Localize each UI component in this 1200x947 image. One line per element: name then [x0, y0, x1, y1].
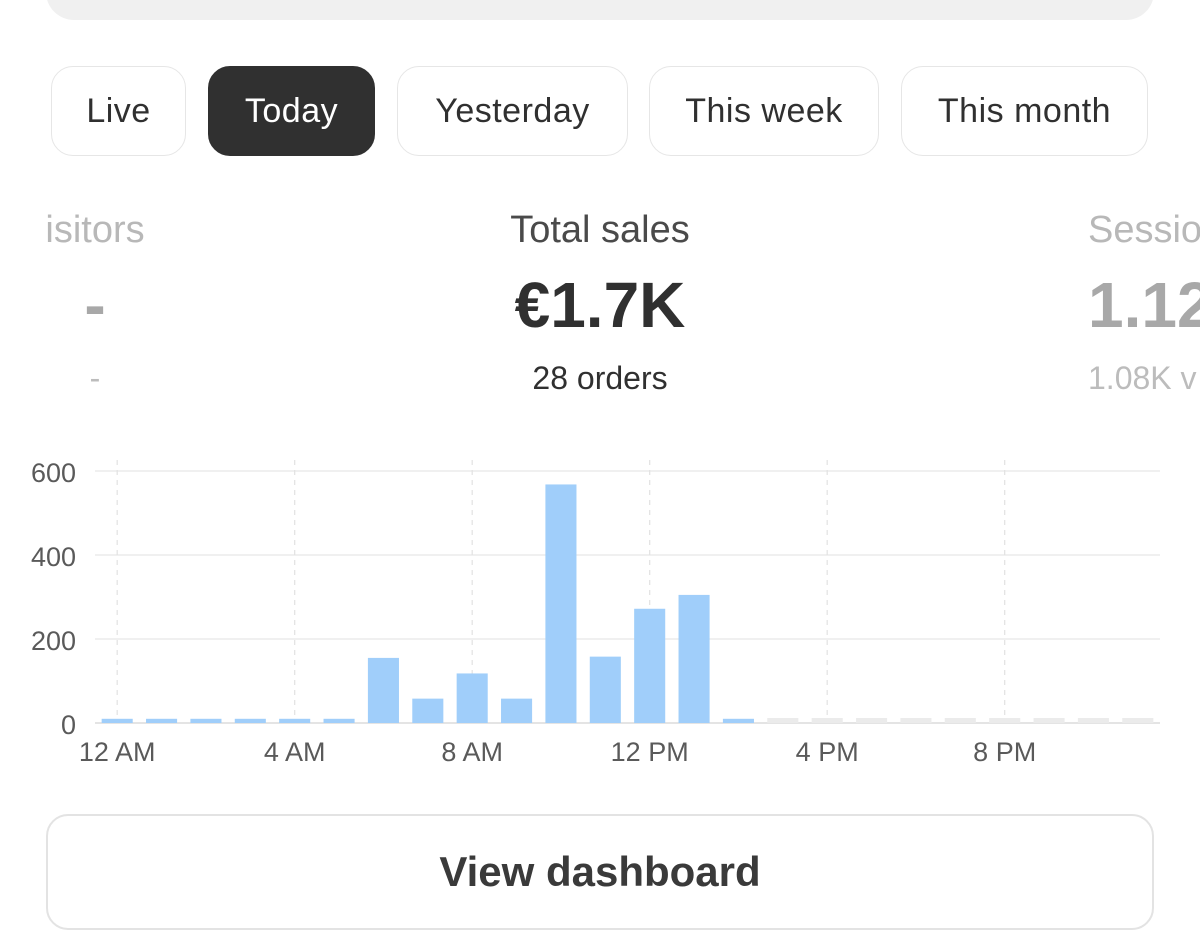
chart-bar-empty	[1033, 718, 1065, 723]
y-tick-label: 600	[31, 458, 76, 488]
tab-today-label: Today	[244, 91, 339, 130]
chart-bar	[367, 657, 399, 723]
metric-sessions-label: Sessio	[1088, 209, 1200, 251]
chart-bar-empty	[1122, 718, 1154, 723]
metric-visitors-sub: -	[89, 360, 101, 396]
x-tick-label: 12 PM	[611, 737, 689, 767]
metric-sessions-value: 1.12	[1088, 269, 1200, 341]
view-dashboard-button[interactable]: View dashboard	[46, 814, 1154, 930]
y-tick-label: 400	[31, 542, 76, 572]
metric-visitors-value: -	[84, 269, 106, 341]
chart-bar-empty	[856, 718, 888, 723]
chart-bar	[412, 698, 444, 723]
tab-this-month-label: This month	[937, 91, 1112, 130]
metric-sessions[interactable]: Sessio 1.12 1.08K v	[1088, 200, 1200, 406]
chart-bar	[678, 594, 710, 723]
x-tick-label: 4 AM	[264, 737, 326, 767]
chart-bar-empty	[1077, 718, 1109, 723]
metric-total-sales-sub: 28 orders	[532, 360, 668, 396]
chart-bar-empty	[944, 718, 976, 723]
tab-this-week-label: This week	[685, 91, 843, 130]
metric-total-sales[interactable]: Total sales €1.7K 28 orders	[400, 200, 800, 406]
chart-bar-empty	[811, 718, 843, 723]
date-range-tabs: Live Today Yesterday This week This mont…	[0, 66, 1200, 158]
chart-bar	[501, 698, 533, 723]
chart-bar-empty	[989, 718, 1021, 723]
metric-visitors[interactable]: isitors - -	[0, 200, 295, 406]
chart-bar	[234, 718, 266, 723]
chart-bar	[456, 673, 488, 723]
search-bar-container[interactable]	[46, 0, 1154, 20]
metric-total-sales-value: €1.7K	[514, 269, 686, 341]
y-tick-label: 200	[31, 626, 76, 656]
x-tick-label: 8 PM	[973, 737, 1036, 767]
metric-visitors-label: isitors	[45, 209, 145, 251]
tab-live[interactable]: Live	[51, 66, 186, 156]
metric-total-sales-label: Total sales	[510, 209, 690, 251]
chart-bar	[279, 718, 311, 723]
tab-this-week[interactable]: This week	[649, 66, 879, 156]
chart-bar-empty	[900, 718, 932, 723]
chart-bar	[190, 718, 222, 723]
tab-today[interactable]: Today	[208, 66, 375, 156]
y-tick-label: 0	[61, 710, 76, 740]
chart-bar-empty	[767, 718, 799, 723]
chart-bar	[323, 718, 355, 723]
tab-yesterday[interactable]: Yesterday	[397, 66, 628, 156]
chart-bar	[146, 718, 178, 723]
x-tick-label: 8 AM	[441, 737, 503, 767]
view-dashboard-label: View dashboard	[439, 848, 761, 895]
chart-bar	[722, 718, 754, 723]
x-tick-label: 4 PM	[796, 737, 859, 767]
tab-this-month[interactable]: This month	[901, 66, 1148, 156]
x-tick-label: 12 AM	[79, 737, 156, 767]
chart-bar	[589, 656, 621, 723]
metric-sessions-sub: 1.08K v	[1088, 360, 1197, 396]
chart-bar	[101, 718, 133, 723]
chart-bar	[634, 608, 666, 723]
chart-bar	[545, 484, 577, 723]
sales-chart-svg: 0 200 400 600 12 AM 4 AM 8 AM 12 PM 4 PM 8 PM	[31, 458, 1160, 767]
sales-chart: 0 200 400 600 12 AM 4 AM 8 AM 12 PM 4 PM 8 PM	[0, 440, 1200, 780]
tab-live-label: Live	[86, 91, 151, 130]
metrics-carousel[interactable]: isitors - - Total sales €1.7K 28 orders …	[0, 200, 1200, 410]
tab-yesterday-label: Yesterday	[435, 91, 590, 130]
